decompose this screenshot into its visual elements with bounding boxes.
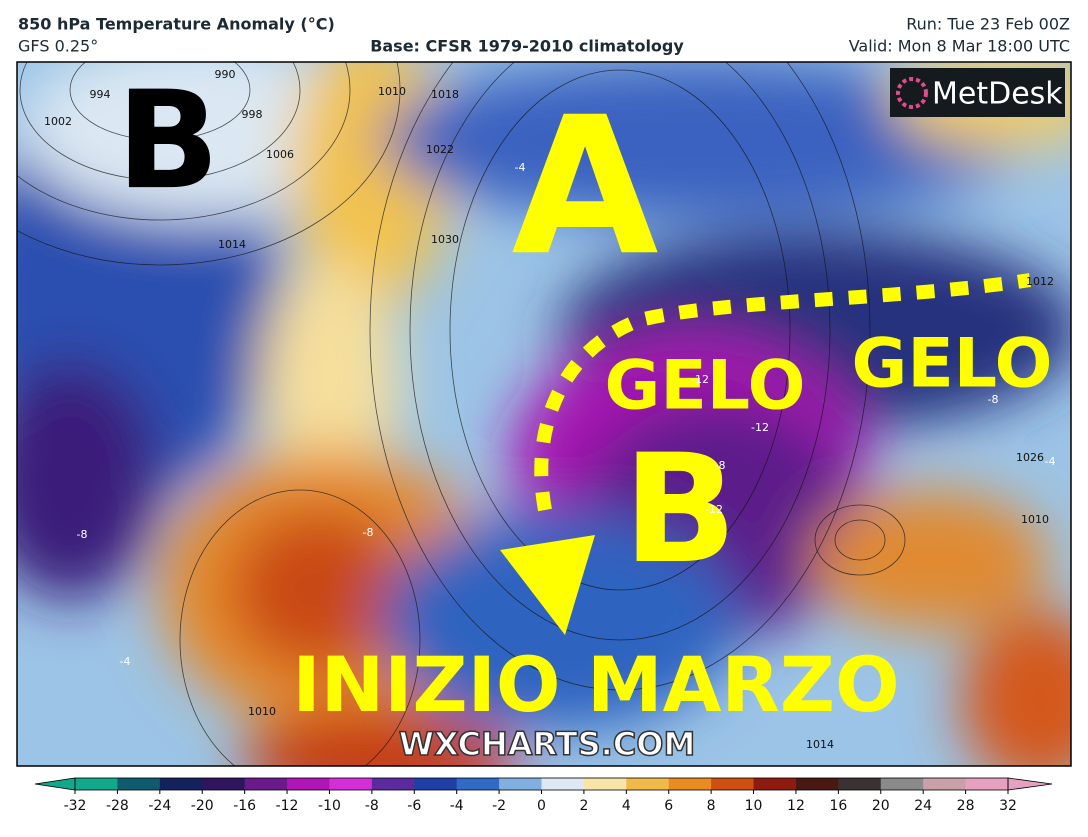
isobars xyxy=(17,62,906,766)
anomaly-label: -4 xyxy=(120,655,131,668)
colorbar-tick-label: -8 xyxy=(365,798,379,814)
low-label: B xyxy=(117,62,220,219)
colorbar-tick-label: -6 xyxy=(407,798,421,814)
high-label: A xyxy=(511,76,658,297)
title: 850 hPa Temperature Anomaly (°C) xyxy=(18,15,335,34)
caption: INIZIO MARZO xyxy=(292,640,899,729)
colorbar-bin xyxy=(371,778,415,790)
anomaly-label: -8 xyxy=(715,459,726,472)
colorbar-tick-label: 10 xyxy=(745,798,763,814)
logo-box xyxy=(890,68,1065,117)
gelo-label: GELO xyxy=(605,347,806,426)
colorbar-bin xyxy=(753,778,797,790)
isobar-label: 1030 xyxy=(431,233,459,246)
isobar-label: 1018 xyxy=(431,88,459,101)
colorbar-tick-label: -28 xyxy=(106,798,129,814)
colorbar-bin xyxy=(75,778,118,790)
colorbar-bin xyxy=(541,778,585,790)
arrow-head xyxy=(500,535,595,635)
colorbar-bin xyxy=(414,778,458,790)
map: MetDesk B A GELO GELO B INIZIO MARZO WXC… xyxy=(17,62,1071,766)
anomaly-field xyxy=(17,62,1071,766)
colorbar-tick-label: -4 xyxy=(450,798,464,814)
contour-labels: 1002 994 990 998 1006 1010 1018 1022 1014 1030 102… xyxy=(44,68,1055,751)
colorbar-bin xyxy=(880,778,924,790)
run: Run: Tue 23 Feb 00Z xyxy=(906,15,1070,34)
colorbar-bin xyxy=(795,778,839,790)
colorbar-end xyxy=(1007,777,1053,791)
colorbar-tick-label: 20 xyxy=(872,798,890,814)
watermark: WXCHARTS.COM xyxy=(399,725,696,763)
colorbar-tick-label: 12 xyxy=(787,798,805,814)
colorbar-bin xyxy=(159,778,203,790)
isobar-label: 1026 xyxy=(1016,451,1044,464)
isobar-label: 1010 xyxy=(378,85,406,98)
isobar-label: 1010 xyxy=(248,705,276,718)
colorbar-bin xyxy=(499,778,542,790)
isobar-label: 1010 xyxy=(1021,513,1049,526)
colorbar-bin xyxy=(287,778,330,790)
anomaly-label: -4 xyxy=(1045,455,1056,468)
colorbar-tick-label: 4 xyxy=(622,798,631,814)
valid: Valid: Mon 8 Mar 18:00 UTC xyxy=(849,37,1070,56)
colorbar-bin xyxy=(965,778,1009,790)
isobar-label: 998 xyxy=(242,108,263,121)
anomaly-label: -8 xyxy=(363,526,374,539)
colorbar-tick-label: 2 xyxy=(579,798,588,814)
anomaly-label: -12 xyxy=(751,421,769,434)
low-label: B xyxy=(623,423,737,597)
colorbar-end xyxy=(34,777,76,791)
colorbar-bin xyxy=(583,778,627,790)
colorbar-tick-label: -24 xyxy=(148,798,171,814)
gelo-label: GELO xyxy=(852,325,1053,404)
colorbar-bin xyxy=(202,778,246,790)
anomaly-label: -12 xyxy=(705,503,723,516)
isobar-label: 1002 xyxy=(44,115,72,128)
colorbar-bin xyxy=(626,778,670,790)
colorbar-bin xyxy=(923,778,967,790)
colorbar-tick-label: -12 xyxy=(276,798,299,814)
isobar-label: 994 xyxy=(90,88,111,101)
map-frame xyxy=(16,61,1072,767)
isobar-label: 1006 xyxy=(266,148,294,161)
isobar-label: 1022 xyxy=(426,143,454,156)
colorbar-tick-label: 32 xyxy=(999,798,1017,814)
colorbar-tick-label: 0 xyxy=(537,798,546,814)
colorbar-tick-label: -10 xyxy=(318,798,341,814)
isobar-label: 1014 xyxy=(218,238,246,251)
anomaly-label: -8 xyxy=(77,528,88,541)
colorbar-bin xyxy=(329,778,373,790)
colorbar-tick-label: -20 xyxy=(191,798,214,814)
colorbar-bin xyxy=(117,778,161,790)
colorbar-bin xyxy=(456,778,500,790)
colorbar-bin xyxy=(711,778,755,790)
colorbar: -32 -28 -24 -20 -16 -12 -10 -8 -6 -4 -2 0 2 4 6 8 10 12 16… xyxy=(34,777,1053,814)
anomaly-label: -12 xyxy=(691,373,709,386)
base: Base: CFSR 1979-2010 climatology xyxy=(370,37,684,56)
colorbar-bin xyxy=(244,778,288,790)
colorbar-tick-label: -16 xyxy=(233,798,256,814)
colorbar-tick-label: 6 xyxy=(664,798,673,814)
colorbar-bin xyxy=(668,778,712,790)
colorbar-tick-label: -32 xyxy=(64,798,87,814)
colorbar-tick-label: 8 xyxy=(707,798,716,814)
isobar-label: 1014 xyxy=(806,738,834,751)
colorbar-tick-label: -2 xyxy=(492,798,506,814)
anomaly-label: -8 xyxy=(988,393,999,406)
colorbar-tick-label: 28 xyxy=(957,798,975,814)
dotted-arc xyxy=(534,273,1032,512)
isobar-label: 990 xyxy=(215,68,236,81)
logo-text: MetDesk xyxy=(932,77,1063,112)
colorbar-bin xyxy=(838,778,882,790)
anomaly-label: -4 xyxy=(515,161,526,174)
colorbar-tick-label: 24 xyxy=(914,798,932,814)
colorbar-tick-label: 16 xyxy=(829,798,847,814)
model: GFS 0.25° xyxy=(18,37,98,56)
isobar-label: 1012 xyxy=(1026,275,1054,288)
logo-icon xyxy=(896,77,928,109)
